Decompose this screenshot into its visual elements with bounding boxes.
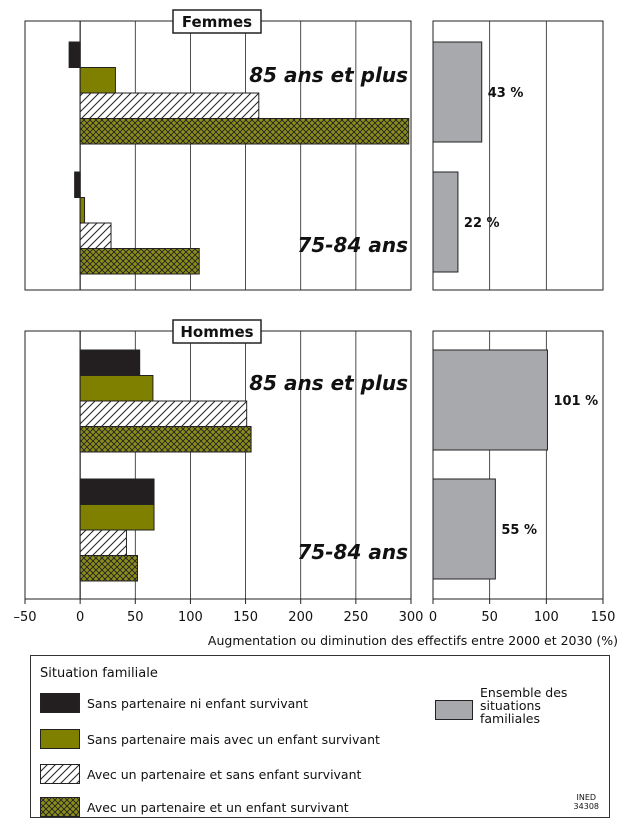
legend-swatch-olive	[40, 729, 80, 749]
legend-item-ensemble: Ensemble des situations familiales	[435, 686, 590, 725]
bar-partenaire-et-enfant	[79, 555, 138, 582]
legend-label: Avec un partenaire et un enfant survivan…	[87, 799, 349, 815]
x-tick-label: 250	[343, 610, 368, 625]
bar-sans-partenaire-avec-enfant	[79, 197, 86, 224]
bar-partenaire-et-enfant	[79, 426, 252, 453]
legend-swatch-crosshatch	[40, 797, 80, 817]
x-tick-label: 150	[233, 610, 258, 625]
bar-ensemble	[432, 171, 459, 273]
bar-partenaire-sans-enfant	[79, 529, 127, 556]
x-tick-label: –50	[13, 610, 36, 625]
bar-sans-partenaire-ni-enfant	[79, 349, 141, 376]
group-label: 75-84 ans	[297, 233, 408, 257]
x-axis-label: Augmentation ou diminution des effectifs…	[208, 633, 618, 648]
bar-ensemble	[432, 349, 548, 451]
ensemble-value-label: 43 %	[488, 86, 524, 101]
group-label: 75-84 ans	[297, 540, 408, 564]
bar-sans-partenaire-ni-enfant	[74, 171, 81, 198]
bar-sans-partenaire-avec-enfant	[79, 504, 155, 531]
legend-item-partenaire-sans-enfant: Avec un partenaire et sans enfant surviv…	[40, 764, 361, 784]
bar-sans-partenaire-ni-enfant	[79, 478, 155, 505]
bar-sans-partenaire-avec-enfant	[79, 375, 154, 402]
source-line-1: INED	[576, 793, 597, 802]
x-tick-label-right: 0	[429, 610, 437, 625]
legend-swatch-grey	[435, 700, 473, 720]
legend-label: Sans partenaire ni enfant survivant	[87, 695, 309, 711]
legend-swatch-hatch	[40, 764, 80, 784]
bar-ensemble	[432, 41, 483, 143]
bar-partenaire-sans-enfant	[79, 400, 248, 427]
legend-item-sans-partenaire-ni-enfant: Sans partenaire ni enfant survivant	[40, 693, 308, 713]
legend-item-sans-partenaire-avec-enfant: Sans partenaire mais avec un enfant surv…	[40, 729, 380, 749]
bar-partenaire-sans-enfant	[79, 92, 260, 119]
group-label: 85 ans et plus	[249, 371, 408, 395]
plot-layer: 85 ans et plus 43 % 75-84 ans 22 % Femmes 85 …	[13, 9, 618, 648]
legend-label: Sans partenaire mais avec un enfant surv…	[87, 731, 380, 747]
panel-title: Femmes	[182, 13, 252, 31]
bar-sans-partenaire-ni-enfant	[68, 41, 81, 68]
legend-title: Situation familiale	[40, 666, 158, 681]
x-tick-label: 300	[399, 610, 424, 625]
ensemble-value-label: 101 %	[553, 394, 598, 409]
x-tick-label: 50	[127, 610, 144, 625]
legend-label: Avec un partenaire et sans enfant surviv…	[87, 766, 362, 782]
source-line-2: 34308	[573, 802, 599, 811]
x-tick-label: 100	[178, 610, 203, 625]
bar-ensemble	[432, 478, 496, 580]
bar-partenaire-sans-enfant	[79, 222, 112, 249]
bar-partenaire-et-enfant	[79, 248, 200, 275]
legend-item-partenaire-et-enfant: Avec un partenaire et un enfant survivan…	[40, 797, 349, 817]
x-tick-label-right: 50	[481, 610, 498, 625]
panel-title-box	[172, 319, 262, 344]
ensemble-value-label: 55 %	[501, 523, 537, 538]
x-tick-label-right: 150	[591, 610, 616, 625]
legend-swatch-black	[40, 693, 80, 713]
ensemble-value-label: 22 %	[464, 216, 500, 231]
x-tick-label-right: 100	[534, 610, 559, 625]
panel-title-box	[172, 9, 262, 34]
group-label: 85 ans et plus	[249, 63, 408, 87]
source-credit: INED 34308	[574, 793, 599, 811]
legend-label-ensemble: Ensemble des situations familiales	[480, 685, 568, 726]
x-tick-label: 0	[76, 610, 84, 625]
bar-partenaire-et-enfant	[79, 118, 410, 145]
x-tick-label: 200	[288, 610, 313, 625]
bar-sans-partenaire-avec-enfant	[79, 67, 116, 94]
legend: Situation familiale Sans partenaire ni e…	[30, 655, 610, 818]
chart-canvas: 85 ans et plus 43 % 75-84 ans 22 % Femmes 85 …	[13, 9, 618, 648]
panel-title: Hommes	[180, 323, 253, 341]
